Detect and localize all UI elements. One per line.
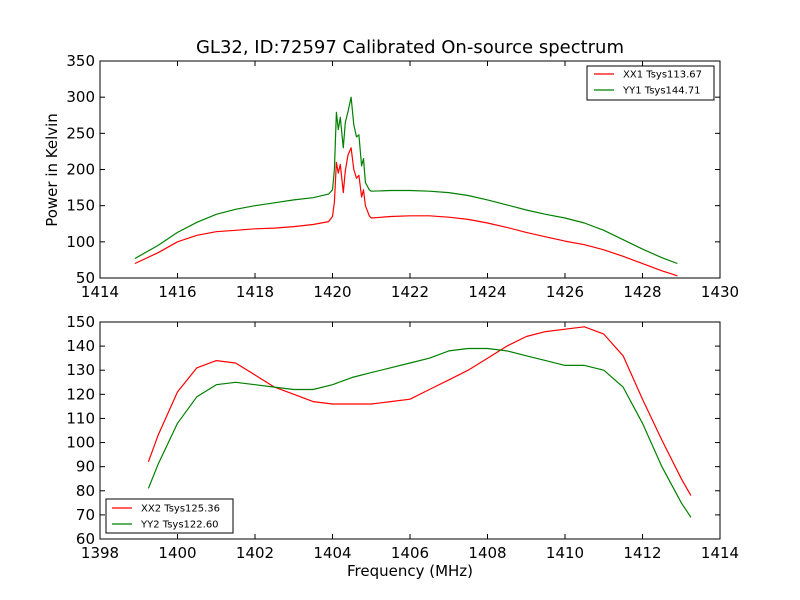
chart-bottom-legend: XX2 Tsys125.36 YY2 Tsys122.60	[105, 498, 234, 534]
chart-top-xtick-label: 1422	[391, 283, 429, 301]
chart-bottom-ytick-label: 130	[66, 361, 95, 379]
chart-bottom-ytick-label: 90	[76, 458, 95, 476]
chart-top-series-line-1	[134, 96, 678, 265]
chart-top-ticks-layer: 1414 1416 1418 1420 1422 1424 1426 1428 1430 50 10…	[66, 52, 739, 301]
chart-top-xtick-label: 1430	[701, 283, 739, 301]
chart-bottom-xtick-label: 1400	[158, 544, 196, 562]
chart-bottom-xtick-label: 1402	[236, 544, 274, 562]
chart-top-ytick-label: 250	[66, 124, 95, 142]
chart-top-series-line-0	[134, 147, 678, 277]
chart-bottom-ytick-label: 80	[76, 482, 95, 500]
chart-top-xtick-label: 1414	[81, 283, 119, 301]
chart-top-ytick-label: 100	[66, 233, 95, 251]
chart-bottom-ytick-label: 70	[76, 506, 95, 524]
chart-bottom-xtick-label: 1404	[313, 544, 351, 562]
chart-top-legend-label-xx1: XX1 Tsys113.67	[623, 70, 702, 81]
chart-bottom-xtick-label: 1412	[623, 544, 661, 562]
chart-top-ytick-label: 50	[76, 269, 95, 287]
chart-top-ytick-label: 300	[66, 88, 95, 106]
chart-top: GL32, ID:72597 Calibrated On-source spec…	[43, 37, 739, 301]
chart-bottom-legend-label-xx2: XX2 Tsys125.36	[141, 504, 220, 515]
chart-bottom: Frequency (MHz) 1398 1400 1402 1404 1406 1408…	[66, 313, 739, 580]
chart-top-xtick-label: 1428	[623, 283, 661, 301]
chart-bottom-xtick-label: 1398	[81, 544, 119, 562]
chart-bottom-legend-box	[105, 498, 234, 534]
chart-bottom-xlabel: Frequency (MHz)	[347, 562, 473, 580]
chart-top-ytick-label: 150	[66, 197, 95, 215]
chart-bottom-ytick-label: 60	[76, 530, 95, 548]
chart-bottom-ytick-label: 150	[66, 313, 95, 331]
chart-bottom-ytick-label: 140	[66, 337, 95, 355]
chart-bottom-xtick-label: 1406	[391, 544, 429, 562]
chart-top-ylabel: Power in Kelvin	[43, 113, 61, 227]
chart-top-xtick-label: 1424	[468, 283, 506, 301]
chart-bottom-xtick-label: 1410	[546, 544, 584, 562]
chart-bottom-ticks-layer: 1398 1400 1402 1404 1406 1408 1410 1412 1414 60 70…	[66, 313, 739, 562]
chart-bottom-legend-label-yy2: YY2 Tsys122.60	[140, 520, 219, 531]
chart-top-xtick-label: 1420	[313, 283, 351, 301]
chart-bottom-series-layer	[147, 326, 692, 518]
chart-top-legend: XX1 Tsys113.67 YY1 Tsys144.71	[586, 65, 715, 101]
chart-top-legend-label-yy1: YY1 Tsys144.71	[622, 86, 701, 97]
chart-bottom-xtick-label: 1408	[468, 544, 506, 562]
chart-bottom-ytick-label: 100	[66, 434, 95, 452]
chart-bottom-xtick-label: 1414	[701, 544, 739, 562]
chart-bottom-ytick-label: 120	[66, 385, 95, 403]
chart-top-legend-box	[586, 65, 715, 101]
chart-bottom-ytick-label: 110	[66, 409, 95, 427]
chart-bottom-frame	[99, 321, 721, 540]
chart-bottom-series-line-0	[147, 326, 692, 496]
chart-top-xtick-label: 1418	[236, 283, 274, 301]
chart-top-frame	[99, 60, 721, 279]
chart-top-title: GL32, ID:72597 Calibrated On-source spec…	[196, 37, 624, 58]
chart-top-ytick-label: 200	[66, 161, 95, 179]
chart-top-series-layer	[134, 96, 678, 277]
chart-top-xtick-label: 1426	[546, 283, 584, 301]
chart-top-xtick-label: 1416	[158, 283, 196, 301]
chart-bottom-series-line-1	[147, 347, 692, 518]
chart-top-ytick-label: 350	[66, 52, 95, 70]
